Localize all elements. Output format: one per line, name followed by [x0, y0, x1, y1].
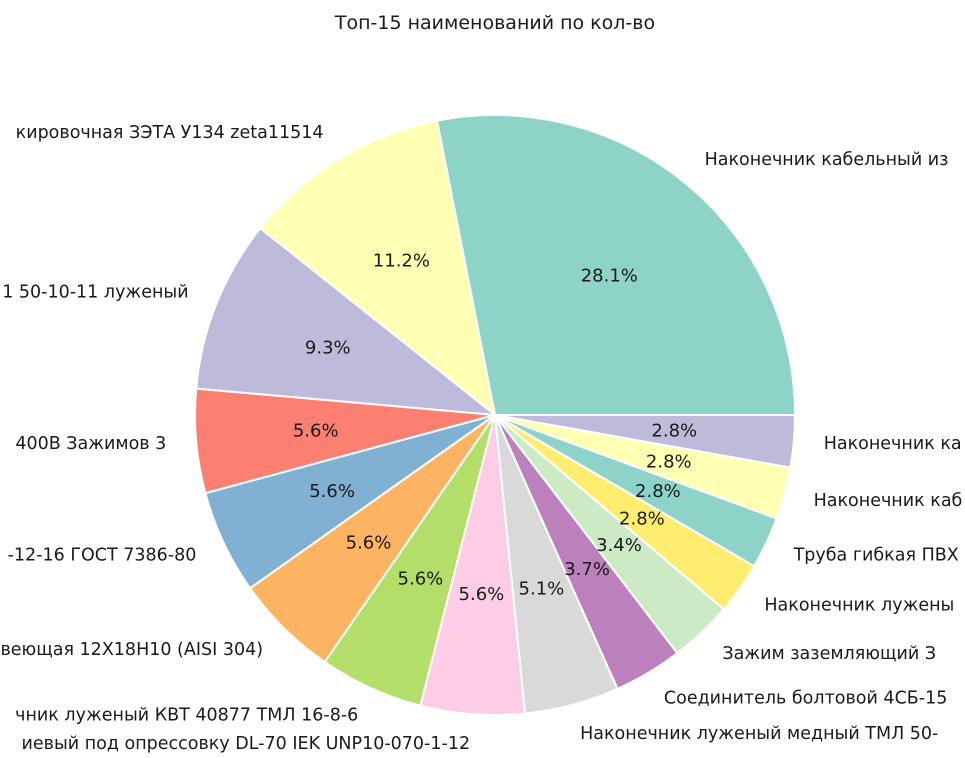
slice-label-8: иевый под опрессовку DL-70 IEK UNP10-070… — [22, 734, 471, 754]
percent-label-9: 5.1% — [519, 578, 565, 599]
percent-label-6: 5.6% — [346, 533, 392, 554]
slice-label-13: Труба гибкая ПВХ — [793, 546, 959, 566]
slice-label-3: 1 50-10-11 луженый — [2, 283, 188, 303]
percent-label-12: 2.8% — [619, 509, 665, 530]
percent-label-13: 2.8% — [635, 481, 681, 502]
percent-label-3: 9.3% — [305, 338, 351, 359]
slice-label-5: -12-16 ГОСТ 7386-80 — [8, 546, 197, 566]
slice-labels: Наконечник кабельный из кировочная ЗЭТА У… — [0, 123, 962, 754]
percent-label-4: 5.6% — [293, 420, 339, 441]
percent-label-5: 5.6% — [309, 481, 355, 502]
slice-label-7: чник луженый КВТ 40877 ТМЛ 16-8-6 — [15, 705, 358, 725]
slice-label-15: Наконечник ка — [824, 434, 962, 454]
pie-slice-2 — [258, 119, 497, 418]
pie-slice-15 — [494, 414, 797, 469]
percent-label-15: 2.8% — [651, 420, 697, 441]
percent-label-7: 5.6% — [398, 568, 444, 589]
slice-label-11: Зажим заземляющий З — [722, 644, 936, 664]
percent-label-11: 3.4% — [596, 535, 642, 556]
percent-label-10: 3.7% — [564, 559, 610, 580]
pie-slice-1 — [435, 114, 797, 416]
slice-label-4: 400В Зажимов 3 — [15, 434, 166, 454]
slice-label-9: Наконечник луженый медный ТМЛ 50- — [580, 724, 938, 744]
slice-label-2: кировочная ЗЭТА У134 zeta11514 — [16, 123, 324, 143]
pie-slices — [194, 114, 797, 716]
slice-label-14: Наконечник каб — [814, 491, 963, 511]
percent-label-14: 2.8% — [646, 452, 692, 473]
percent-label-8: 5.6% — [459, 584, 505, 605]
percent-label-2: 11.2% — [373, 251, 430, 272]
slice-label-12: Наконечник лужены — [764, 596, 954, 616]
pie-slice-3 — [195, 226, 499, 417]
percent-label-1: 28.1% — [581, 265, 638, 286]
chart-title: Топ-15 наименований по кол-во — [334, 12, 655, 34]
slice-label-1: Наконечник кабельный из — [705, 150, 949, 170]
percent-labels: 28.1%11.2%9.3%5.6%5.6%5.6%5.6%5.6% 5.1%3.… — [293, 251, 697, 605]
slice-label-6: веющая 12Х18Н10 (AISI 304) — [0, 640, 263, 660]
slice-label-10: Соединитель болтовой 4СБ-15 — [664, 689, 948, 709]
